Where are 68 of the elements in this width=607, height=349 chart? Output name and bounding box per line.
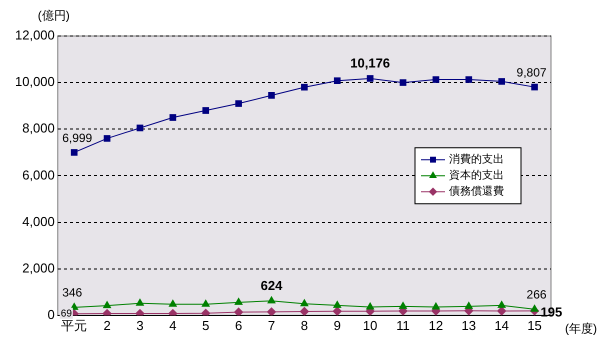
point (267, 307, 276, 316)
x-tick-label: 7 (268, 318, 276, 333)
point (202, 107, 210, 114)
point (332, 306, 342, 316)
data-label: 266 (526, 288, 547, 302)
point (465, 76, 472, 83)
x-axis-title: (年度) (565, 322, 597, 336)
y-axis-title: (億円) (38, 8, 70, 22)
point (136, 124, 144, 132)
point (399, 302, 407, 309)
y-tick-label: 8,000 (22, 120, 55, 136)
y-tick-label: 2,000 (22, 260, 55, 276)
y-tick-label: 10,000 (14, 74, 55, 90)
x-tick-label: 9 (334, 318, 341, 333)
point (268, 92, 275, 99)
point (530, 304, 539, 312)
x-tick-label: 8 (300, 318, 308, 333)
data-label: 346 (62, 286, 83, 300)
x-tick-label: 6 (235, 318, 242, 333)
point (268, 296, 276, 304)
legend-label: 債務償還費 (449, 184, 504, 198)
x-tick-label: 10 (362, 318, 378, 333)
point (531, 84, 538, 90)
point (334, 77, 341, 84)
point (464, 302, 473, 309)
data-label: 69 (60, 308, 72, 320)
point (70, 149, 78, 156)
x-tick-label: 2 (103, 318, 111, 333)
data-label: 10,176 (350, 56, 390, 71)
x-tick-label: 平元 (61, 318, 88, 333)
x-tick-label: 5 (202, 318, 210, 333)
legend-label: 消費的支出 (449, 152, 504, 166)
y-tick-label: 0 (48, 306, 55, 322)
point (104, 135, 110, 142)
point (498, 300, 506, 308)
point (201, 308, 210, 316)
point (432, 76, 440, 83)
point (170, 114, 176, 121)
data-label: 9,807 (516, 65, 547, 80)
point (400, 79, 406, 86)
y-tick-label: 12,000 (14, 28, 55, 43)
x-tick-label: 4 (169, 318, 176, 333)
x-tick-label: 13 (462, 318, 476, 333)
point (300, 306, 309, 316)
point (168, 300, 177, 307)
y-tick-label: 4,000 (22, 214, 55, 229)
data-label: 624 (260, 278, 284, 293)
point (235, 100, 242, 107)
point (498, 78, 506, 85)
point (301, 84, 308, 91)
point (333, 300, 342, 308)
x-tick-label: 3 (136, 318, 144, 333)
x-tick-label: 12 (428, 318, 444, 333)
x-tick-label: 15 (527, 318, 542, 333)
point (234, 308, 244, 316)
point (202, 300, 210, 307)
point (432, 302, 440, 310)
y-tick-label: 6,000 (22, 167, 55, 182)
point (366, 75, 374, 82)
point (300, 299, 308, 306)
x-tick-label: 14 (494, 318, 509, 333)
point (234, 298, 243, 305)
point (136, 298, 144, 306)
point (366, 302, 374, 310)
x-tick-label: 11 (396, 318, 410, 333)
point (103, 301, 112, 308)
data-label: 6,999 (62, 130, 93, 145)
legend-label: 資本的支出 (449, 168, 504, 182)
